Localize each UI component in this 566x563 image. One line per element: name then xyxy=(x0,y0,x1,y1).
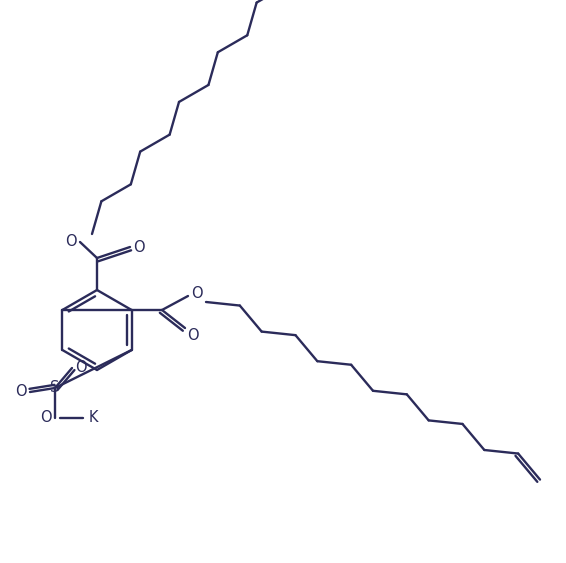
Text: O: O xyxy=(65,234,77,248)
Text: S: S xyxy=(50,381,59,395)
Text: O: O xyxy=(40,410,52,426)
Text: O: O xyxy=(75,360,87,376)
Text: O: O xyxy=(15,385,27,400)
Text: O: O xyxy=(187,328,199,342)
Text: O: O xyxy=(191,287,203,302)
Text: O: O xyxy=(133,239,145,254)
Text: K: K xyxy=(88,410,98,426)
